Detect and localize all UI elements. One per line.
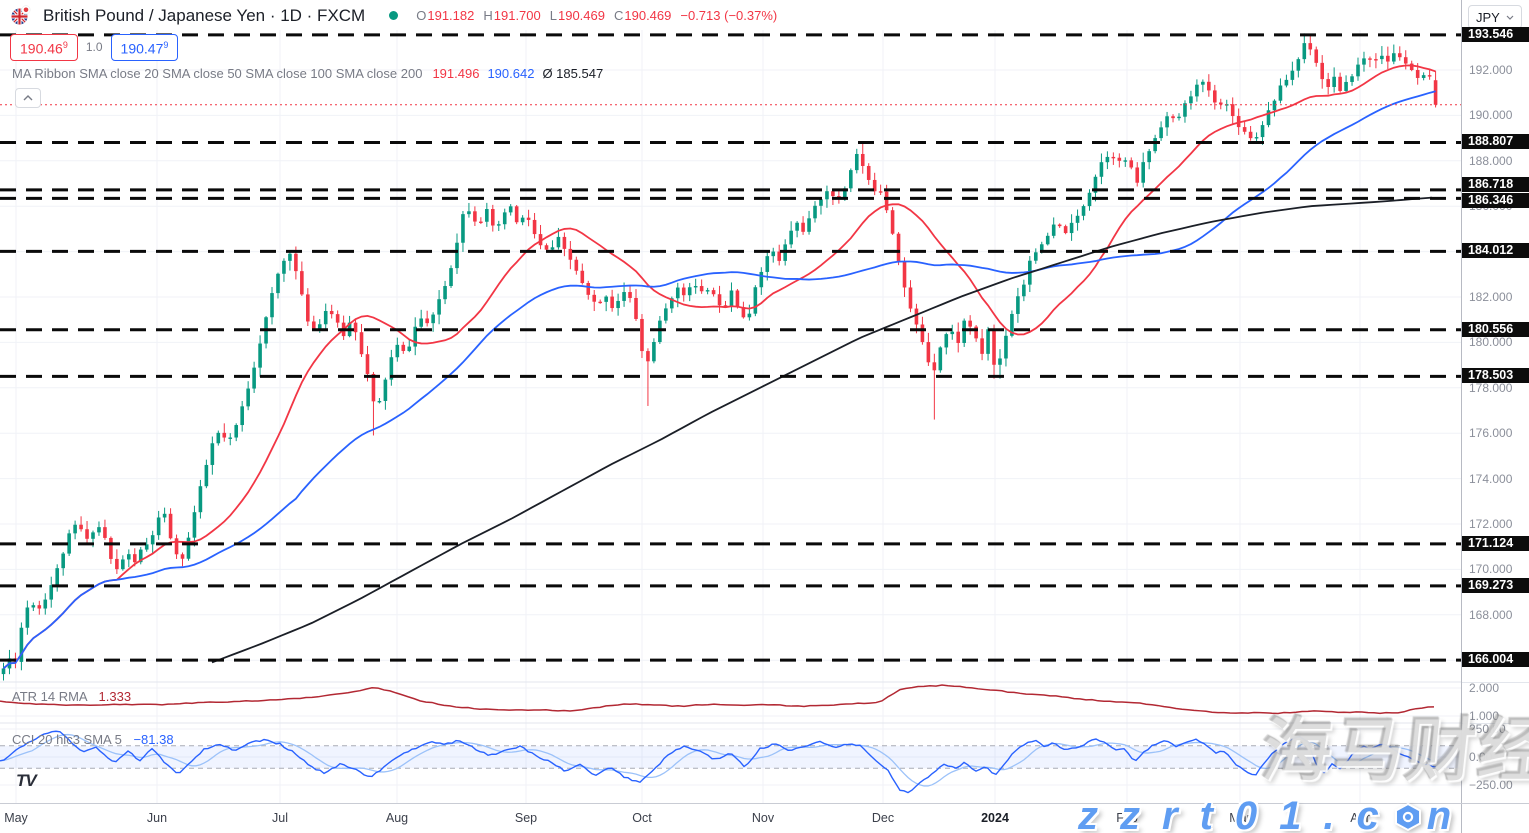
- low-value: 190.469: [557, 8, 605, 23]
- close-value: 190.469: [624, 8, 672, 23]
- currency-selector[interactable]: JPY: [1468, 5, 1522, 29]
- sell-button[interactable]: 190.469: [10, 34, 78, 61]
- time-axis-label: Sep: [514, 811, 538, 825]
- cci-line: [0, 730, 1437, 794]
- price-tick-label: 172.000: [1469, 517, 1513, 531]
- ma-average-value: Ø 185.547: [542, 66, 604, 81]
- price-tick-label: 170.000: [1469, 562, 1513, 577]
- price-tick-label: 180.000: [1469, 335, 1513, 350]
- price-level-badge: 166.004: [1462, 652, 1529, 668]
- chart-header: British Pound / Japanese Yen · 1D · FXCM…: [10, 5, 777, 26]
- cci-tick-label: 250.00: [1469, 722, 1506, 736]
- price-level-badge: 171.124: [1462, 535, 1529, 551]
- price-tick-label: 190.000: [1469, 108, 1513, 123]
- time-axis-label: May: [4, 811, 28, 825]
- price-tick-label: 192.000: [1469, 63, 1513, 77]
- quote-row: 190.469 1.0 190.479: [10, 34, 179, 61]
- ohlc-values: O191.182 H191.700 L190.469 C190.469 −0.7…: [416, 8, 778, 23]
- atr-tick-label: 1.000: [1469, 709, 1500, 723]
- price-tick-label: 188.000: [1469, 153, 1513, 168]
- price-tick-label: 168.000: [1469, 607, 1513, 622]
- high-value: 191.700: [493, 8, 541, 23]
- price-tick-label: 174.000: [1469, 471, 1513, 486]
- cci-legend[interactable]: CCI 20 hlc3 SMA 5 −81.38: [12, 732, 174, 747]
- time-axis-label: Oct: [632, 811, 652, 825]
- price-level-badge: 193.546: [1462, 26, 1529, 42]
- chevron-down-icon: [1506, 15, 1514, 20]
- time-axis-label: Aug: [385, 811, 409, 825]
- time-axis-label: Dec: [871, 811, 895, 825]
- chart-canvas[interactable]: [0, 0, 1461, 833]
- sma200-line: [211, 196, 1433, 664]
- sma20-line: [2, 64, 1436, 670]
- change-value: −0.713 (−0.37%): [680, 8, 778, 23]
- chevron-up-icon: [23, 95, 33, 101]
- time-axis-label: Jul: [272, 811, 288, 825]
- sma50-value: 190.642: [487, 66, 535, 81]
- open-value: 191.182: [427, 8, 475, 23]
- price-axis[interactable]: JPY 192.000190.000188.000186.000184.0001…: [1461, 0, 1529, 833]
- axis-corner-separator: [1461, 804, 1462, 833]
- candlestick-series: [1, 33, 1438, 681]
- instrument-flag-icon: [10, 5, 31, 26]
- collapse-legend-button[interactable]: [15, 88, 41, 108]
- price-level-badge: 188.807: [1462, 134, 1529, 150]
- sma20-value: 191.496: [432, 66, 480, 81]
- atr-line: [0, 684, 1435, 715]
- symbol-title[interactable]: British Pound / Japanese Yen · 1D · FXCM: [43, 5, 366, 25]
- cci-tick-label: 0.00: [1469, 750, 1493, 764]
- time-axis-label: Jun: [146, 811, 168, 825]
- cci-tick-label: −250.00: [1469, 778, 1513, 792]
- atr-legend[interactable]: ATR 14 RMA 1.333: [12, 689, 132, 704]
- price-level-badge: 178.503: [1462, 368, 1529, 384]
- time-axis-label: Mar: [1229, 811, 1251, 825]
- atr-tick-label: 2.000: [1469, 681, 1500, 695]
- cci-band: [0, 745, 1461, 769]
- atr-value: 1.333: [98, 689, 132, 704]
- price-tick-label: 178.000: [1469, 380, 1513, 395]
- grid-lines: [0, 30, 1461, 803]
- price-level-badge: 180.556: [1462, 321, 1529, 337]
- support-resistance-lines: [0, 33, 1461, 662]
- buy-button[interactable]: 190.479: [110, 34, 179, 61]
- time-axis-label: Apr: [1350, 811, 1370, 825]
- sma50-line: [2, 90, 1436, 670]
- cci-sma-line: [0, 733, 1437, 787]
- price-tick-label: 176.000: [1469, 426, 1513, 441]
- time-axis[interactable]: May Jun Jul Aug Sep Oct Nov Dec 2024 Feb Mar Apr: [0, 803, 1529, 833]
- market-status-icon[interactable]: [389, 11, 399, 20]
- cci-value: −81.38: [133, 732, 174, 747]
- price-level-badge: 184.012: [1462, 243, 1529, 259]
- time-axis-label: Feb: [1116, 811, 1138, 825]
- tradingview-logo[interactable]: TV: [16, 771, 37, 790]
- spread-value: 1.0: [85, 40, 103, 55]
- price-level-badge: 186.718: [1462, 176, 1529, 192]
- time-axis-label: Nov: [751, 811, 775, 825]
- price-level-badge: 169.273: [1462, 577, 1529, 593]
- ma-ribbon-legend[interactable]: MA Ribbon SMA close 20 SMA close 50 SMA …: [12, 66, 604, 81]
- time-axis-label: 2024: [981, 811, 1009, 825]
- price-level-badge: 186.346: [1462, 193, 1529, 209]
- price-tick-label: 182.000: [1469, 290, 1513, 304]
